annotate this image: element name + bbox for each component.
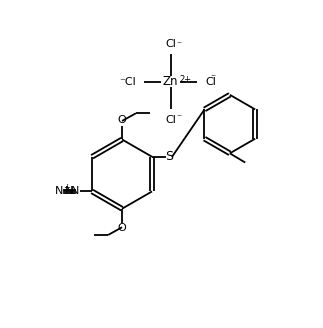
Text: N: N	[65, 186, 74, 196]
Text: +: +	[63, 183, 70, 192]
Text: O: O	[118, 223, 126, 234]
Text: Cl: Cl	[165, 39, 176, 49]
Text: S: S	[165, 150, 173, 162]
Text: Zn: Zn	[163, 75, 178, 88]
Text: ⁻: ⁻	[176, 113, 181, 123]
Text: O: O	[118, 115, 126, 125]
Text: N: N	[54, 186, 63, 196]
Text: ⁻: ⁻	[176, 41, 181, 51]
Text: N: N	[70, 186, 79, 196]
Text: Cl: Cl	[205, 77, 216, 87]
Text: ⁻: ⁻	[211, 73, 216, 84]
Text: Cl: Cl	[165, 115, 176, 125]
Text: ⁻Cl: ⁻Cl	[119, 77, 136, 87]
Text: 2+: 2+	[179, 75, 191, 84]
